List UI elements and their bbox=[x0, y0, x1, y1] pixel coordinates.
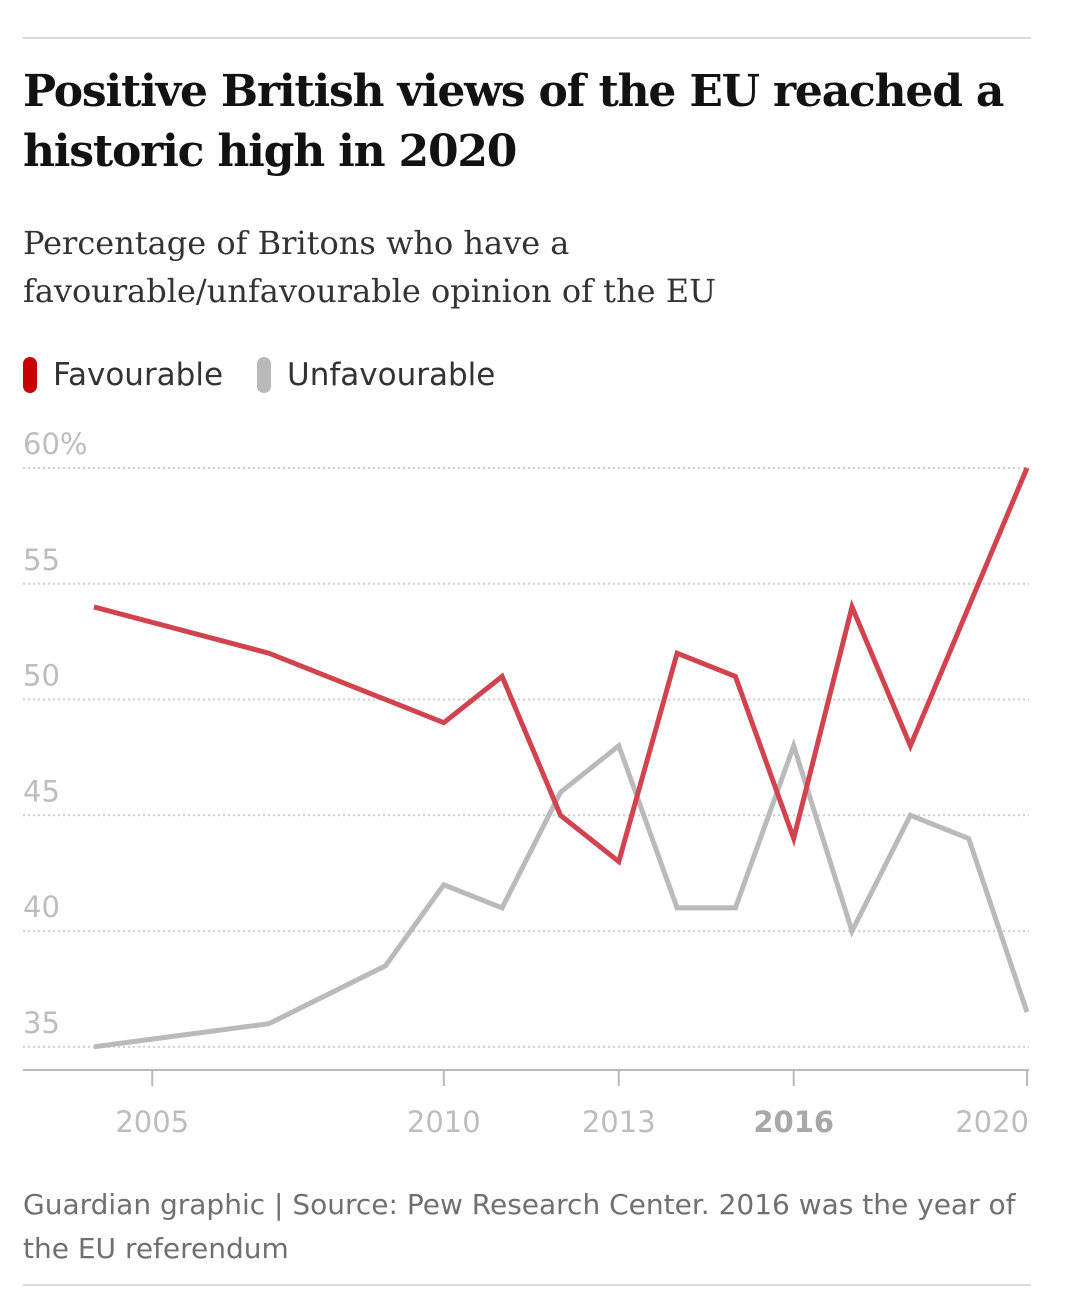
y-tick-label-45: 45 bbox=[23, 774, 60, 808]
chart-title: Positive British views of the EU reached… bbox=[23, 66, 1004, 177]
y-tick-label-60: 60% bbox=[23, 427, 87, 461]
gridlines bbox=[23, 467, 1029, 1048]
y-tick-label-55: 55 bbox=[23, 543, 60, 577]
y-tick-label-50: 50 bbox=[23, 659, 60, 693]
series-line-unfavourable bbox=[93, 737, 1030, 1050]
x-tick-label-2010: 2010 bbox=[407, 1105, 481, 1139]
top-rule bbox=[23, 37, 1031, 39]
x-tick-label-2016: 2016 bbox=[753, 1105, 834, 1139]
line-chart: 60% 55 50 45 40 35 2005 2010 2013 2016 2020 bbox=[23, 427, 1030, 1139]
legend-label-unfavourable: Unfavourable bbox=[287, 357, 496, 393]
legend-item-favourable: Favourable bbox=[23, 357, 223, 393]
x-tick-label-2013: 2013 bbox=[582, 1105, 656, 1139]
x-axis: 2005 2010 2013 2016 2020 bbox=[23, 1069, 1029, 1139]
legend-item-unfavourable: Unfavourable bbox=[257, 357, 495, 393]
legend-label-favourable: Favourable bbox=[53, 357, 224, 393]
y-tick-label-35: 35 bbox=[23, 1006, 60, 1040]
x-tick-label-2005: 2005 bbox=[115, 1105, 189, 1139]
bottom-rule bbox=[23, 1284, 1031, 1286]
chart-subtitle: Percentage of Britons who have a favoura… bbox=[23, 224, 717, 310]
x-tick-label-2020: 2020 bbox=[955, 1105, 1029, 1139]
y-tick-label-40: 40 bbox=[23, 890, 60, 924]
legend-swatch-unfavourable bbox=[257, 357, 272, 393]
source-note: Guardian graphic | Source: Pew Research … bbox=[23, 1188, 1016, 1265]
y-axis-ticks: 60% 55 50 45 40 35 bbox=[23, 427, 87, 1040]
legend-swatch-favourable bbox=[23, 357, 37, 393]
series-line-favourable bbox=[93, 467, 1030, 866]
legend: Favourable Unfavourable bbox=[23, 353, 529, 397]
series-lines bbox=[93, 467, 1030, 1050]
